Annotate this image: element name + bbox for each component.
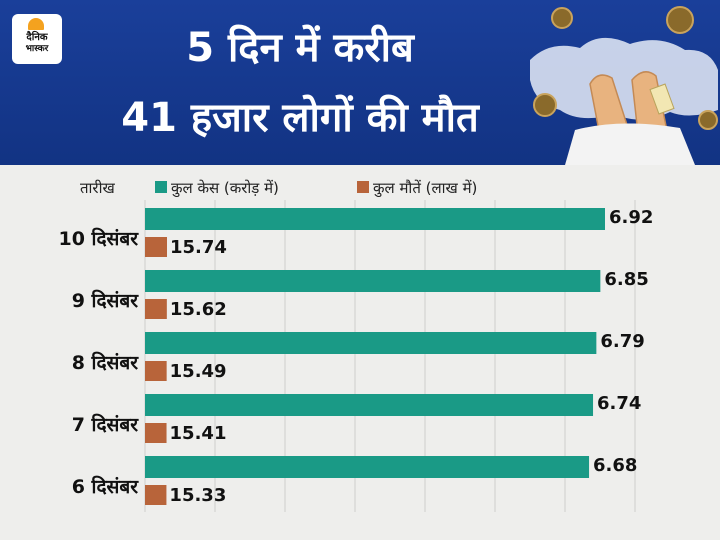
legend-swatch-cases (155, 181, 167, 193)
data-label-cases: 6.68 (593, 455, 638, 476)
category-label: 10 दिसंबर (58, 228, 138, 250)
category-label: 8 दिसंबर (71, 352, 138, 374)
bar-cases (145, 456, 590, 478)
data-label-deaths: 15.33 (169, 485, 227, 506)
data-label-cases: 6.74 (597, 393, 642, 414)
bar-cases (145, 208, 605, 230)
legend-label-cases: कुल केस (करोड़ में) (171, 179, 279, 197)
world-map-feet-illustration (530, 6, 718, 165)
logo-text-1: दैनिक (26, 32, 48, 43)
bar-deaths (145, 485, 167, 505)
bar-deaths (145, 299, 167, 319)
virus-icon (533, 93, 557, 117)
sun-icon (28, 18, 44, 30)
data-label-cases: 6.92 (609, 207, 654, 228)
data-label-deaths: 15.49 (169, 361, 227, 382)
dainik-bhaskar-logo: दैनिक भास्कर (12, 14, 62, 64)
bar-cases (145, 394, 594, 416)
header-banner: दैनिक भास्कर 5 दिन में करीब 41 हजार लोगो… (0, 0, 720, 165)
virus-icon (698, 110, 718, 130)
title-line-1: 5 दिन में करीब (186, 25, 414, 71)
toe-tag-icon (649, 83, 675, 115)
data-label-cases: 6.85 (604, 269, 649, 290)
title-line-2: 41 हजार लोगों की मौत (121, 95, 479, 141)
data-label-deaths: 15.62 (169, 299, 227, 320)
category-axis-header: तारीख (80, 179, 115, 197)
legend-swatch-deaths (357, 181, 369, 193)
legend-label-deaths: कुल मौतें (लाख में) (373, 179, 478, 197)
data-label-cases: 6.79 (600, 331, 645, 352)
bar-deaths (145, 361, 167, 381)
sheet-shape (565, 123, 695, 165)
virus-icon (551, 7, 573, 29)
category-label: 9 दिसंबर (71, 290, 138, 312)
data-label-deaths: 15.41 (169, 423, 227, 444)
bar-cases (145, 332, 597, 354)
category-label: 7 दिसंबर (71, 414, 138, 436)
category-label: 6 दिसंबर (71, 476, 138, 498)
data-label-deaths: 15.74 (170, 237, 227, 258)
bar-deaths (145, 237, 167, 257)
bar-cases (145, 270, 601, 292)
virus-icon (666, 6, 694, 34)
logo-text-2: भास्कर (25, 44, 49, 54)
bar-deaths (145, 423, 167, 443)
